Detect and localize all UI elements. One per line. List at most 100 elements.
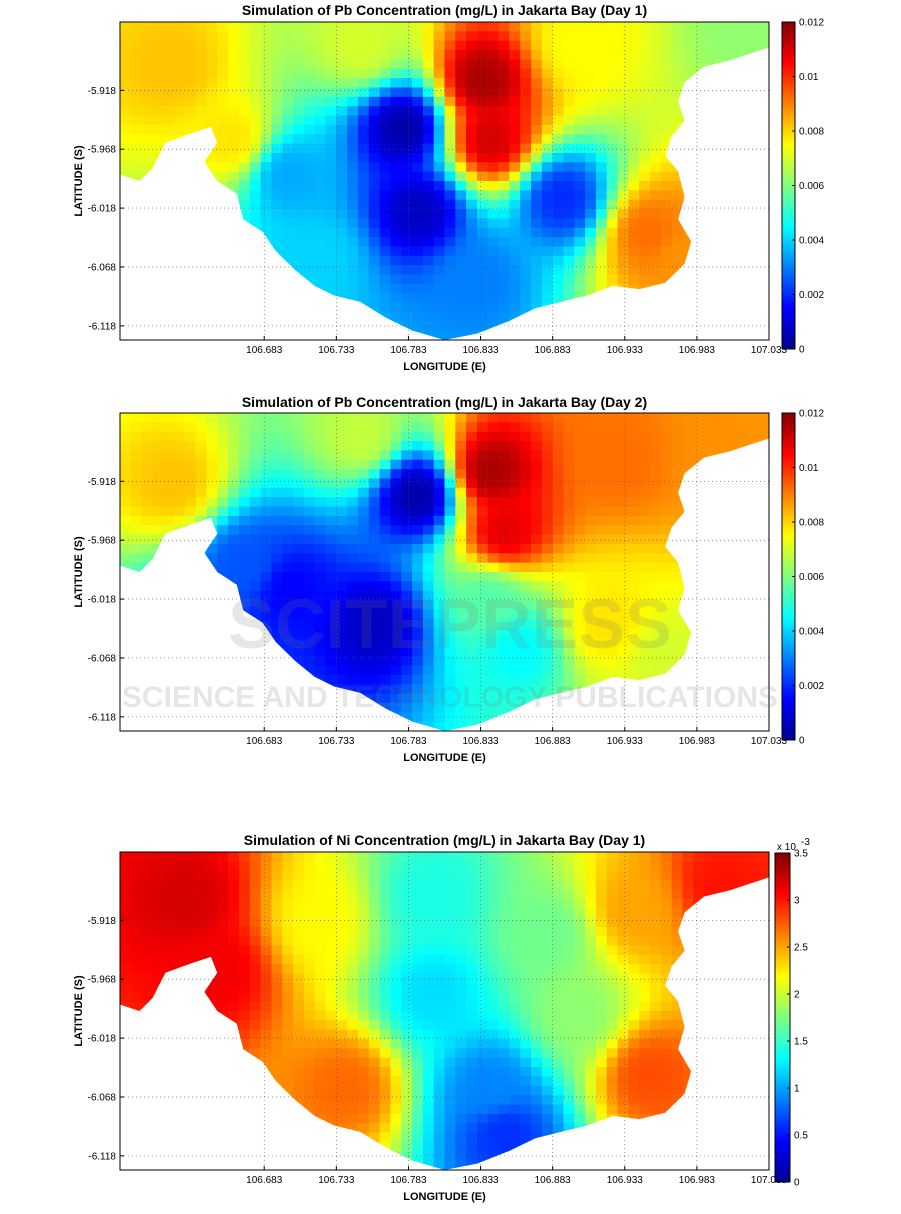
field-cell: [163, 945, 175, 956]
field-cell: [325, 265, 337, 276]
field-cell: [347, 870, 359, 881]
field-cell: [595, 898, 608, 909]
field-cell: [509, 162, 521, 173]
field-cell: [303, 497, 316, 508]
field-cell: [552, 413, 565, 423]
field-cell: [357, 181, 370, 191]
field-cell: [704, 852, 716, 862]
field-cell: [531, 50, 543, 61]
field-cell: [433, 945, 446, 956]
field-cell: [650, 265, 662, 276]
field-cell: [206, 553, 218, 564]
field-cell: [325, 59, 337, 70]
y-tick-label: -6.118: [88, 321, 116, 332]
field-cell: [217, 469, 229, 480]
field-cell: [347, 926, 359, 937]
field-cell: [314, 422, 327, 433]
field-cell: [325, 237, 337, 248]
field-cell: [455, 964, 467, 975]
field-cell: [368, 469, 381, 480]
field-cell: [671, 209, 684, 220]
field-cell: [401, 478, 413, 489]
field-cell: [195, 908, 208, 919]
field-cell: [498, 656, 510, 667]
field-cell: [368, 590, 381, 601]
field-cell: [238, 889, 251, 900]
field-cell: [585, 543, 597, 554]
field-cell: [541, 600, 554, 611]
field-cell: [303, 96, 316, 107]
field-cell: [671, 59, 684, 70]
field-cell: [487, 413, 500, 423]
field-cell: [293, 209, 305, 220]
field-cell: [498, 954, 510, 965]
field-cell: [595, 87, 608, 98]
field-cell: [585, 478, 597, 489]
field-cell: [650, 553, 662, 564]
field-cell: [487, 702, 500, 713]
field-cell: [141, 78, 154, 89]
field-cell: [303, 237, 316, 248]
field-cell: [444, 487, 456, 498]
field-cell: [336, 171, 348, 182]
field-cell: [282, 106, 294, 117]
field-cell: [531, 889, 543, 900]
data-point-11: [286, 587, 291, 592]
field-cell: [628, 609, 640, 620]
field-cell: [541, 293, 554, 304]
field-cell: [520, 917, 532, 928]
field-cell: [433, 283, 446, 294]
field-cell: [293, 171, 305, 182]
field-cell: [574, 954, 586, 965]
field-cell: [541, 487, 554, 498]
field-cell: [314, 534, 327, 545]
field-cell: [736, 413, 748, 423]
field-cell: [509, 134, 521, 145]
field-cell: [390, 459, 402, 470]
field-cell: [671, 450, 684, 461]
field-cell: [238, 506, 251, 517]
field-cell: [552, 684, 565, 695]
field-cell: [217, 152, 229, 163]
field-cell: [412, 321, 424, 332]
field-cell: [660, 265, 673, 276]
y-tick-label: -5.968: [88, 145, 117, 156]
field-cell: [671, 870, 684, 881]
field-cell: [390, 880, 402, 891]
field-cell: [650, 96, 662, 107]
field-cell: [476, 181, 489, 191]
field-cell: [347, 283, 359, 294]
field-cell: [541, 581, 554, 592]
field-cell: [390, 637, 402, 648]
field-cell: [595, 22, 608, 32]
x-tick-label: 106.883: [535, 345, 572, 356]
field-cell: [660, 478, 673, 489]
field-cell: [271, 96, 283, 107]
field-cell: [379, 274, 392, 285]
field-cell: [476, 441, 489, 452]
field-cell: [228, 441, 240, 452]
field-cell: [660, 553, 673, 564]
field-cell: [357, 50, 370, 61]
field-cell: [336, 487, 348, 498]
field-cell: [303, 898, 316, 909]
field-cell: [422, 152, 435, 163]
field-cell: [595, 880, 608, 891]
field-cell: [379, 852, 392, 862]
field-cell: [314, 628, 327, 639]
field-cell: [444, 618, 456, 629]
field-cell: [390, 562, 402, 573]
field-cell: [433, 431, 446, 442]
field-cell: [347, 590, 359, 601]
field-cell: [476, 898, 489, 909]
field-cell: [357, 87, 370, 98]
field-cell: [120, 459, 132, 470]
field-cell: [650, 22, 662, 32]
field-cell: [347, 31, 359, 42]
field-cell: [271, 50, 283, 61]
field-cell: [552, 143, 565, 154]
field-cell: [476, 274, 489, 285]
field-cell: [660, 487, 673, 498]
field-cell: [206, 870, 218, 881]
field-cell: [260, 534, 273, 545]
